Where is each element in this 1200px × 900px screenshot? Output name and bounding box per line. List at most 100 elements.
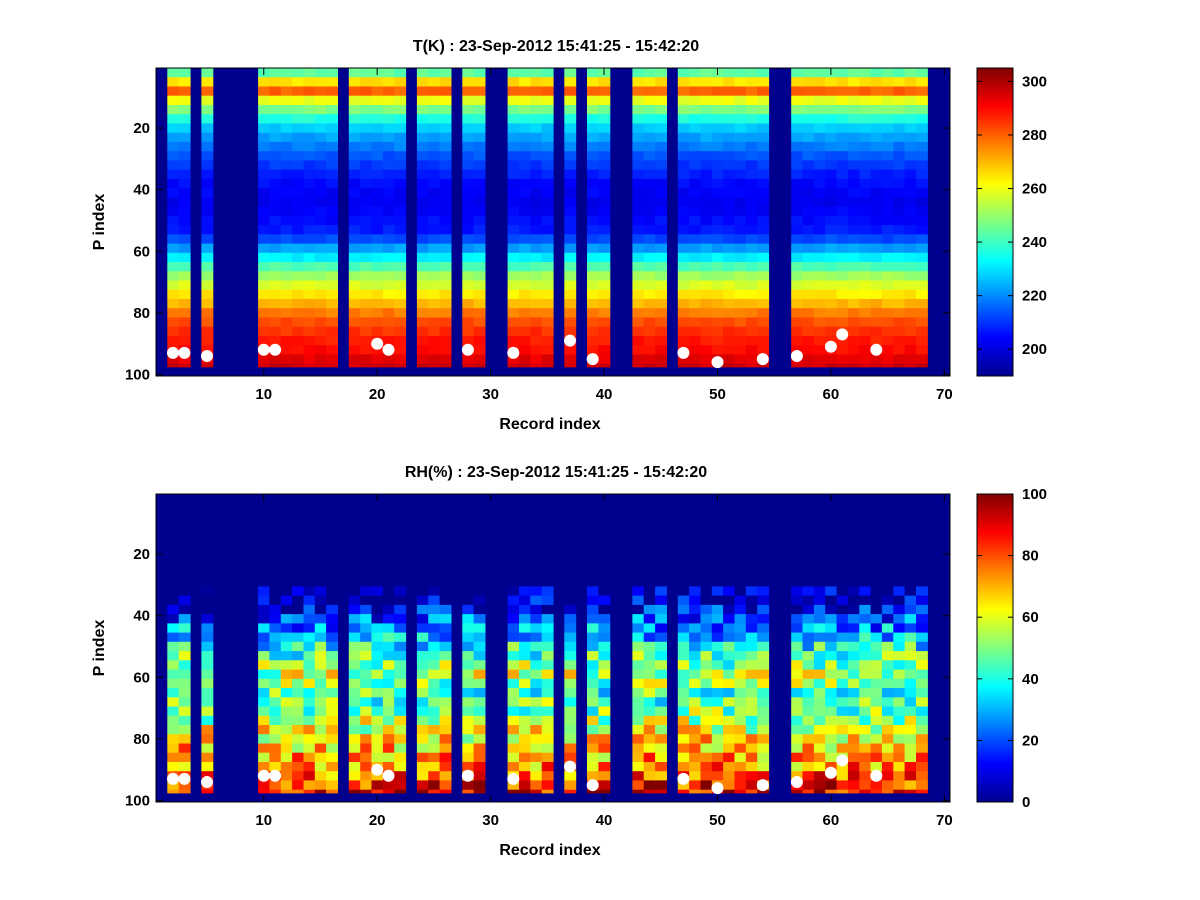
heatmap-cell [700,706,713,717]
heatmap-cell [507,95,520,106]
heatmap-cell [825,132,838,143]
heatmap-cell [258,549,270,560]
heatmap-cell [360,660,373,671]
x-axis-ticks: 10 20 30 40 50 60 70 [255,68,953,403]
heatmap-cell [711,706,724,717]
heatmap-cell [745,354,758,365]
heatmap-cell [507,86,520,97]
heatmap-cell [711,271,724,282]
heatmap-cell [507,262,520,272]
heatmap-cell [416,789,429,794]
heatmap-cell [791,734,804,744]
heatmap-cell [439,706,452,717]
heatmap-cell [303,336,316,346]
heatmap-cell [791,743,804,754]
heatmap-cell [632,623,645,634]
heatmap-cell [689,632,701,643]
heatmap-cell [916,651,928,661]
heatmap-cell [439,68,452,78]
heatmap-cell [813,641,826,652]
heatmap-cell [564,623,577,634]
heatmap-cell [462,178,475,189]
heatmap-cell [916,262,928,272]
heatmap-cell [564,206,577,217]
heatmap-cell [700,77,713,87]
heatmap-cell [473,243,486,254]
heatmap-cell [541,197,554,208]
heatmap-cell [416,577,429,587]
heatmap-cell [598,623,611,634]
heatmap-cell [757,308,770,318]
heatmap-cell [564,632,577,643]
heatmap-cell [348,225,361,235]
heatmap-cell [632,549,645,560]
heatmap-cell [813,651,826,661]
heatmap-cell [836,243,849,254]
heatmap-cell [825,123,838,134]
heatmap-cell [893,715,906,726]
heatmap-cell [825,512,838,523]
heatmap-cell [836,234,849,245]
heatmap-cell [303,243,316,254]
heatmap-cell [711,308,724,318]
heatmap-cell [326,743,338,754]
heatmap-cell [870,169,883,180]
heatmap-cell [847,317,860,328]
heatmap-cell [745,660,758,671]
heatmap-cell [507,669,520,680]
heatmap-cell [530,604,543,615]
heatmap-cell [598,604,611,615]
heatmap-cell [564,299,577,309]
heatmap-cell [904,678,917,689]
heatmap-cell [700,178,713,189]
heatmap-cell [416,197,429,208]
heatmap-cell [382,215,395,226]
heatmap-cell [382,262,395,272]
heatmap-cell [643,123,656,134]
heatmap-cell [711,188,724,198]
heatmap-cell [519,160,531,171]
heatmap-cell [632,604,645,615]
heatmap-cell [473,77,486,87]
heatmap-cell [416,623,429,634]
heatmap-cell [348,567,361,578]
heatmap-cell [655,86,667,97]
heatmap-cell [303,531,316,541]
heatmap-cell [904,151,917,161]
heatmap-cell [700,105,713,115]
heatmap-cell [462,789,475,794]
heatmap-cell [280,363,293,368]
heatmap-cell [167,789,180,794]
heatmap-cell [280,336,293,346]
heatmap-cell [371,160,384,171]
heatmap-cell [564,614,577,624]
heatmap-cell [519,68,531,78]
heatmap-cell [632,206,645,217]
heatmap-cell [836,660,849,671]
heatmap-cell [711,345,724,355]
heatmap-cell [723,289,735,300]
heatmap-cell [734,354,747,365]
heatmap-cell [280,623,293,634]
heatmap-cell [870,225,883,235]
heatmap-cell [201,197,214,208]
heatmap-cell [507,114,520,124]
heatmap-cell [564,252,577,263]
heatmap-cell [416,86,429,97]
heatmap-cell [439,105,452,115]
heatmap-cell [677,317,690,328]
heatmap-cell [847,780,860,791]
heatmap-cell [382,68,395,78]
heatmap-cell [292,762,304,772]
heatmap-cell [541,651,554,661]
heatmap-cell [700,503,713,513]
heatmap-cell [462,780,475,791]
heatmap-cell [859,706,872,717]
heatmap-cell [428,632,441,643]
heatmap-cell [382,289,395,300]
heatmap-cell [167,86,180,97]
heatmap-cell [643,178,656,189]
heatmap-cell [314,789,327,794]
heatmap-cell [303,623,316,634]
heatmap-cell [723,614,735,624]
